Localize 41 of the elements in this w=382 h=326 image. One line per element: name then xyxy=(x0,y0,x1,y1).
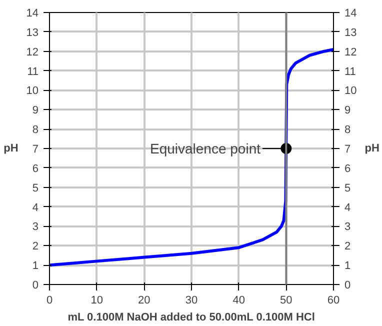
y-tick-label: 5 xyxy=(32,182,39,194)
y2-tick-label: 1 xyxy=(344,260,351,272)
y-tick-label: 3 xyxy=(32,221,39,234)
y-tick-label: 10 xyxy=(26,85,39,98)
y2-tick-label: 11 xyxy=(344,66,356,78)
y2-tick-label: 10 xyxy=(344,85,357,98)
x-tick-label: 40 xyxy=(232,294,245,306)
y-tick-label: 12 xyxy=(26,46,39,58)
y2-tick-label: 5 xyxy=(344,182,351,194)
y-axis-title: pH xyxy=(4,142,18,154)
y2-tick-label: 6 xyxy=(344,162,351,175)
y2-tick-label: 3 xyxy=(344,221,351,234)
y-tick-label: 2 xyxy=(32,240,39,253)
y2-tick-label: 2 xyxy=(344,240,351,253)
y-tick-label: 13 xyxy=(26,26,39,39)
y2-tick-label: 8 xyxy=(344,124,351,136)
y-tick-label: 8 xyxy=(32,124,39,136)
y2-axis-title: pH xyxy=(364,142,380,154)
y2-tick-label: 14 xyxy=(344,8,357,20)
x-tick-label: 60 xyxy=(327,294,340,306)
annotation: Equivalence point xyxy=(150,140,261,156)
y-tick-label: 1 xyxy=(32,260,39,272)
y-tick-label: 0 xyxy=(32,280,39,292)
y2-tick-label: 12 xyxy=(344,46,357,58)
y2-tick-label: 7 xyxy=(344,144,351,156)
y2-tick-label: 4 xyxy=(344,202,351,214)
x-tick-label: 50 xyxy=(280,294,292,306)
y2-tick-label: 13 xyxy=(344,26,357,39)
y-tick-label: 4 xyxy=(32,202,39,214)
x-tick-label: 20 xyxy=(138,294,150,306)
y-tick-label: 9 xyxy=(32,104,39,117)
x-axis-title: mL 0.100M NaOH added to 50.00mL 0.100M HCl xyxy=(68,312,315,324)
y-tick-label: 14 xyxy=(26,8,39,20)
y-tick-label: 11 xyxy=(27,66,39,78)
x-tick-label: 30 xyxy=(185,294,198,306)
y2-tick-label: 9 xyxy=(344,104,351,117)
y-tick-label: 6 xyxy=(32,162,39,175)
x-tick-label: 10 xyxy=(90,294,103,306)
y-tick-label: 7 xyxy=(32,144,39,156)
y2-tick-label: 0 xyxy=(344,280,351,292)
x-tick-label: 0 xyxy=(46,294,53,306)
